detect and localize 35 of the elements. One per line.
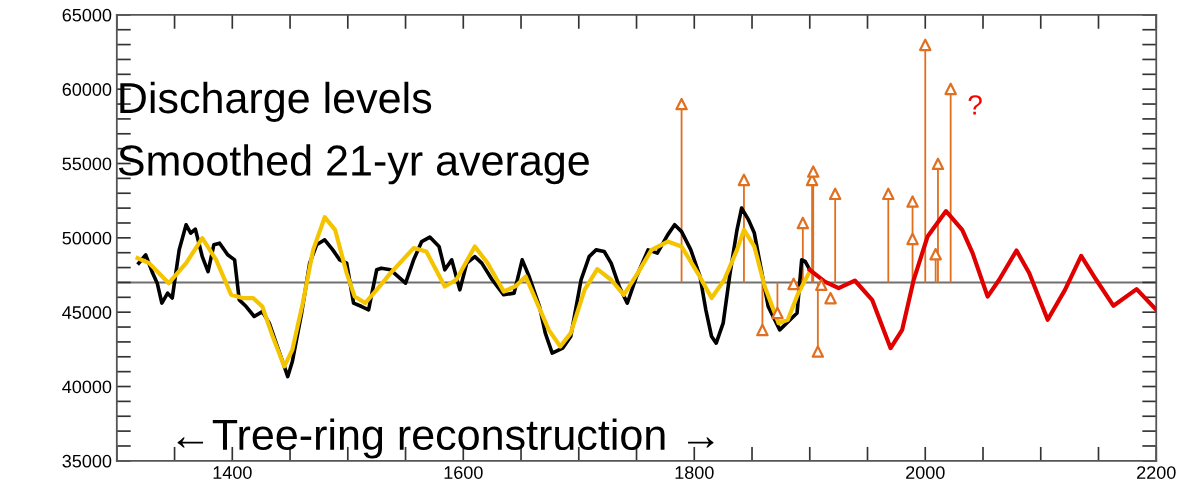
annotation: ←Tree-ring reconstruction → <box>177 418 714 459</box>
point <box>906 232 919 246</box>
point <box>919 38 932 52</box>
point <box>906 195 919 208</box>
x-tick-label: 2000 <box>906 466 945 479</box>
point <box>828 187 842 201</box>
y-tick-label: 65000 <box>62 8 112 22</box>
x-tick-label: 1600 <box>444 466 483 479</box>
point <box>737 173 751 187</box>
annotation: Smoothed 21-yr average <box>118 144 589 185</box>
annotation: Discharge levels <box>120 81 432 122</box>
y-tick-label: 55000 <box>62 157 112 171</box>
point <box>824 291 837 305</box>
point <box>771 306 784 320</box>
y-tick-label: 45000 <box>62 306 112 319</box>
y-tick-label: 40000 <box>62 380 112 394</box>
point <box>675 97 688 111</box>
point <box>882 187 895 201</box>
point <box>944 82 957 96</box>
y-tick-label: 35000 <box>62 454 112 468</box>
point <box>787 277 800 291</box>
y-tick-label: 60000 <box>62 83 112 96</box>
point <box>756 323 769 337</box>
point <box>929 247 942 261</box>
line-series <box>807 209 1157 351</box>
point <box>815 278 828 292</box>
point <box>796 216 810 230</box>
x-tick-label: 1400 <box>213 466 252 479</box>
point <box>931 157 945 171</box>
point <box>806 165 820 178</box>
annotation: ? <box>968 95 982 115</box>
point <box>811 345 825 358</box>
y-tick-label: 50000 <box>62 231 112 245</box>
x-tick-label: 2200 <box>1137 466 1176 479</box>
x-tick-label: 1800 <box>675 466 714 479</box>
